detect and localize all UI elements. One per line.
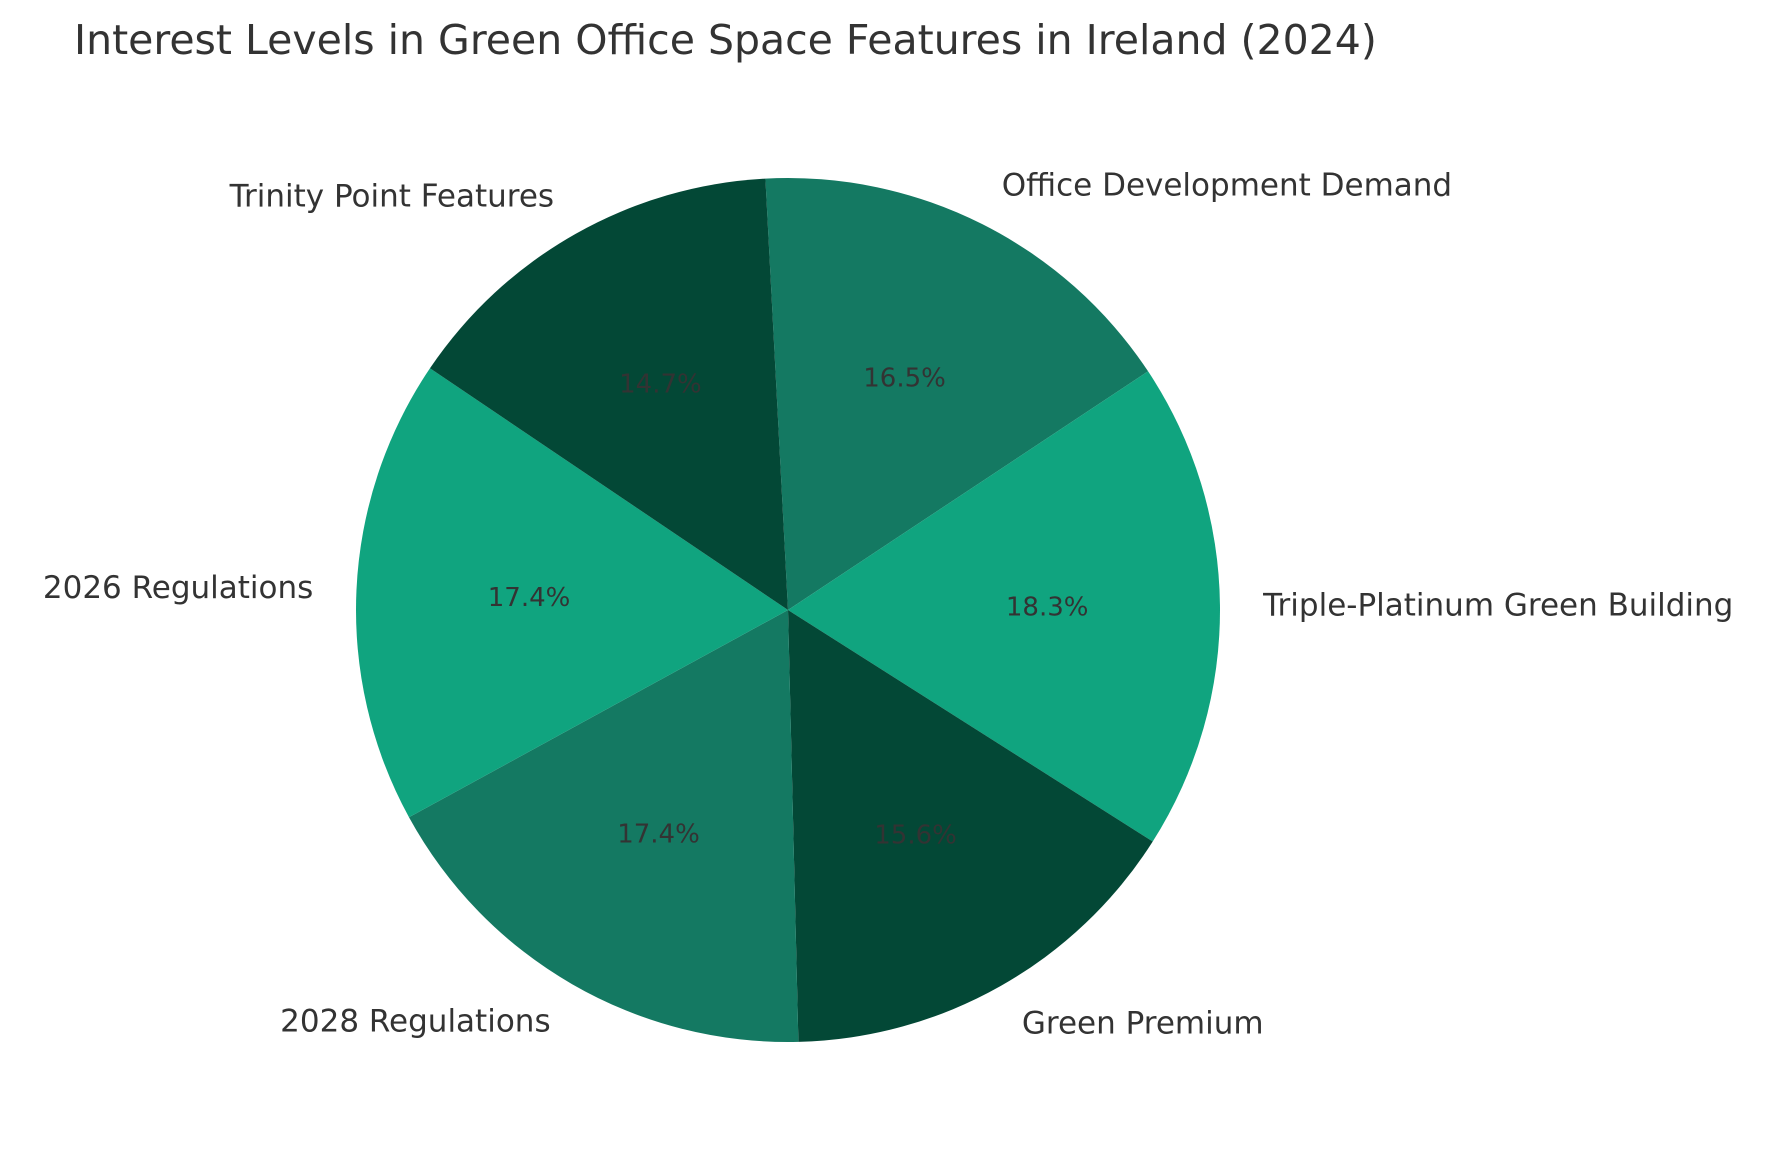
percent-labels: 16.5% 18.3% 15.6% 17.4% 17.4% 14.7% <box>488 363 1089 850</box>
slice-label-office-development-demand: Office Development Demand <box>1002 168 1452 204</box>
slice-label-2026-regulations: 2026 Regulations <box>43 570 313 606</box>
pie-slice-office-development-demand <box>765 178 1149 610</box>
percent-label-triple-platinum-green-building: 18.3% <box>1006 592 1089 622</box>
percent-label-2026-regulations: 17.4% <box>488 583 571 613</box>
pie-slice-trinity-point-features <box>429 178 788 610</box>
pie-slice-2028-regulations <box>408 610 799 1042</box>
percent-label-2028-regulations: 17.4% <box>617 820 700 850</box>
slice-label-triple-platinum-green-building: Triple-Platinum Green Building <box>1262 587 1733 623</box>
percent-label-trinity-point-features: 14.7% <box>619 369 702 399</box>
slice-label-trinity-point-features: Trinity Point Features <box>229 178 554 214</box>
slice-label-2028-regulations: 2028 Regulations <box>280 1004 550 1040</box>
slice-labels: Office Development Demand Triple-Platinum… <box>43 168 1733 1042</box>
slice-label-green-premium: Green Premium <box>1022 1006 1264 1042</box>
percent-label-green-premium: 15.6% <box>874 821 957 851</box>
pie-slice-triple-platinum-green-building <box>788 371 1220 842</box>
percent-label-office-development-demand: 16.5% <box>863 363 946 393</box>
chart-title: Interest Levels in Green Office Space Fe… <box>74 16 1377 64</box>
pie-slice-green-premium <box>788 610 1153 1042</box>
pie-slice-2026-regulations <box>355 368 788 818</box>
pie-slices <box>355 178 1220 1042</box>
